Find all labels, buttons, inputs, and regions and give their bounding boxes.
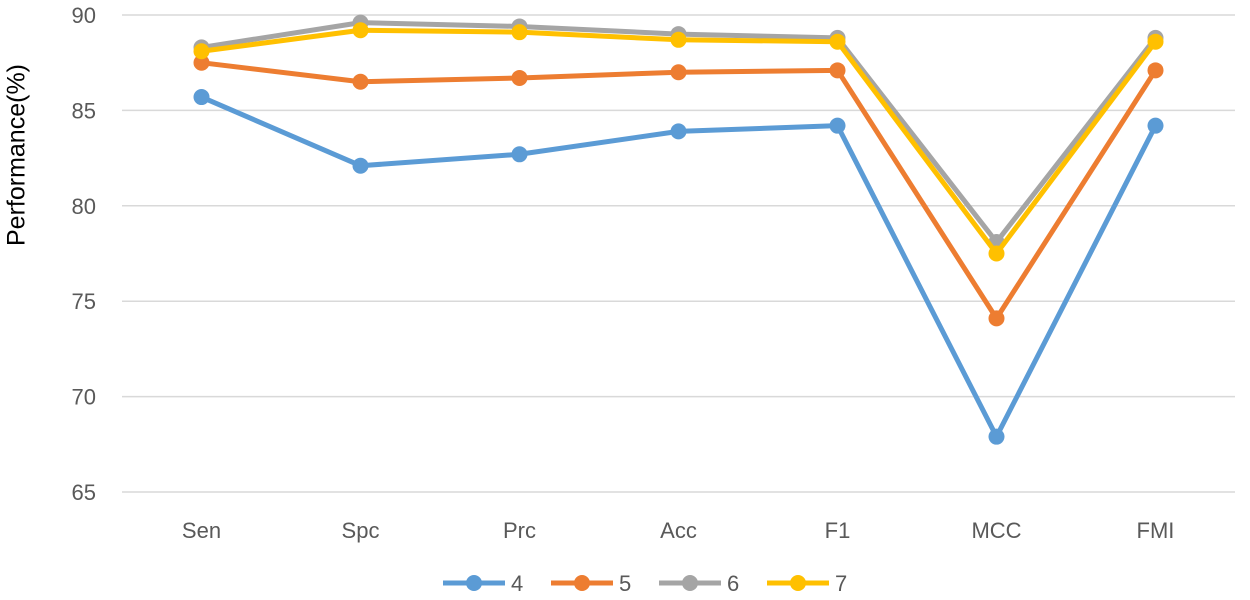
legend-label: 6 [727, 571, 739, 596]
data-point [670, 64, 687, 81]
gridlines [122, 14, 1235, 493]
y-tick-label: 90 [72, 3, 96, 28]
legend: 4 5 6 7 [443, 571, 847, 596]
legend-label: 5 [619, 571, 631, 596]
data-point [829, 117, 846, 134]
legend-marker [682, 575, 698, 591]
x-axis-ticks: Sen Spc Prc Acc F1 MCC FMI [182, 518, 1175, 543]
x-tick-label: Spc [342, 518, 380, 543]
data-point [193, 89, 210, 106]
x-tick-label: Acc [660, 518, 697, 543]
legend-marker [466, 575, 482, 591]
series-line [199, 60, 1158, 321]
data-point [352, 73, 369, 90]
data-point [1147, 62, 1164, 79]
series-line [199, 94, 1158, 440]
y-tick-label: 70 [72, 385, 96, 410]
data-point [670, 123, 687, 140]
data-point [352, 22, 369, 39]
data-point [1147, 117, 1164, 134]
data-point [988, 428, 1005, 445]
x-tick-label: FMI [1137, 518, 1175, 543]
data-point [1147, 33, 1164, 50]
legend-item-7: 7 [767, 571, 847, 596]
y-axis-ticks: 65 70 75 80 85 90 [72, 3, 96, 505]
series-5 [193, 54, 1164, 327]
x-tick-label: Prc [503, 518, 536, 543]
x-tick-label: MCC [971, 518, 1021, 543]
data-point [511, 69, 528, 86]
series-7 [193, 22, 1164, 262]
data-point [988, 310, 1005, 327]
data-point [511, 146, 528, 163]
legend-marker [790, 575, 806, 591]
data-point [829, 33, 846, 50]
y-tick-label: 85 [72, 98, 96, 123]
legend-item-5: 5 [551, 571, 631, 596]
x-tick-label: F1 [825, 518, 851, 543]
series-group [193, 14, 1164, 445]
data-point [193, 54, 210, 71]
data-point [511, 24, 528, 41]
x-tick-label: Sen [182, 518, 221, 543]
data-point [670, 31, 687, 48]
data-point [193, 43, 210, 60]
legend-label: 7 [835, 571, 847, 596]
y-axis-label: Performance(%) [2, 64, 31, 246]
legend-label: 4 [511, 571, 523, 596]
series-4 [193, 89, 1164, 445]
legend-item-6: 6 [659, 571, 739, 596]
legend-item-4: 4 [443, 571, 523, 596]
legend-marker [574, 575, 590, 591]
data-point [988, 245, 1005, 262]
y-tick-label: 65 [72, 480, 96, 505]
data-point [352, 157, 369, 174]
data-point [829, 62, 846, 79]
y-tick-label: 75 [72, 289, 96, 314]
y-tick-label: 80 [72, 194, 96, 219]
y-axis-label-container: Performance(%) [2, 0, 32, 470]
